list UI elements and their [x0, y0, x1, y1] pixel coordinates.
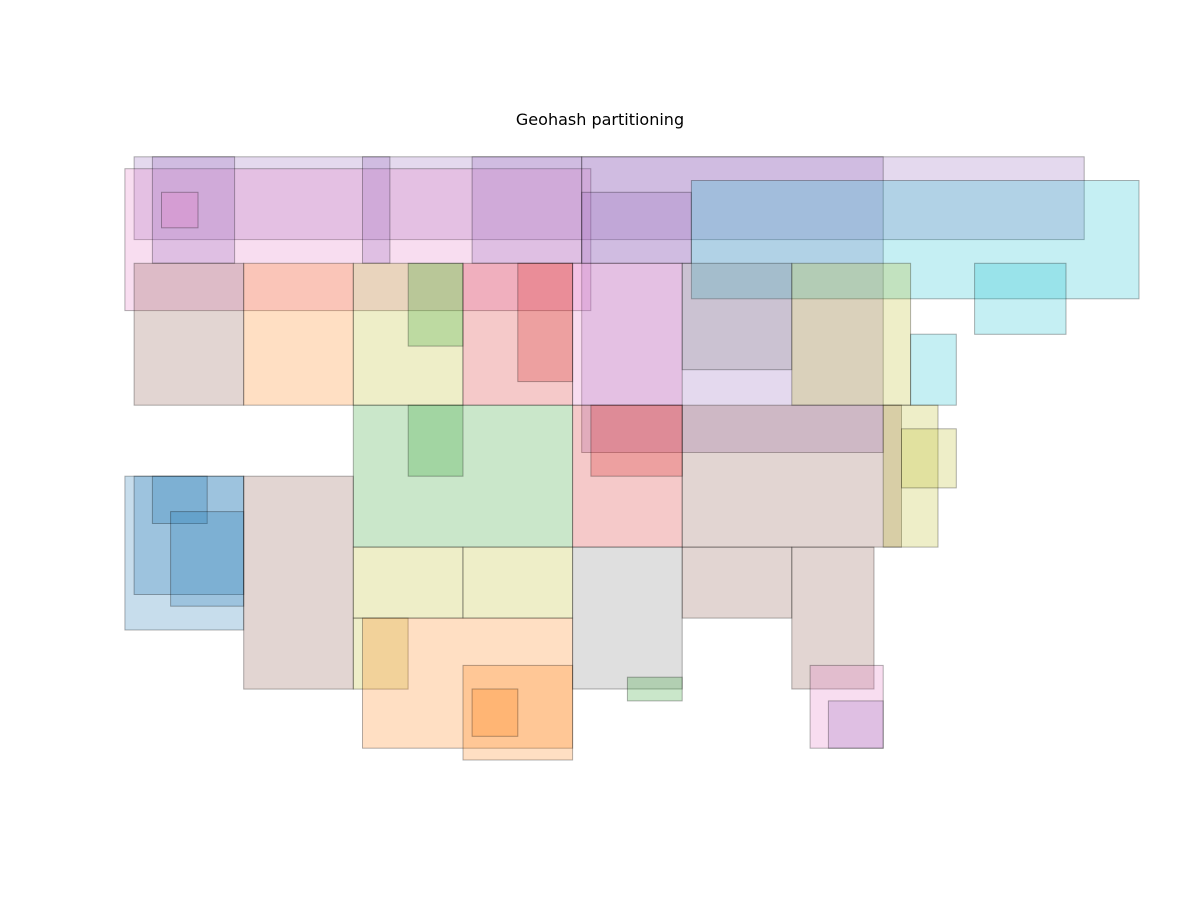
- geohash-cell: [974, 262, 1067, 335]
- geohash-cell: [462, 664, 574, 761]
- geohash-cell: [243, 262, 354, 406]
- geohash-cell: [517, 262, 574, 383]
- geohash-cell: [827, 700, 884, 749]
- geohash-cell: [133, 475, 245, 596]
- geohash-cell: [471, 688, 519, 737]
- geohash-cell: [151, 475, 208, 525]
- geohash-cell: [124, 475, 245, 631]
- geohash-cell: [352, 546, 464, 619]
- geohash-cell: [471, 156, 583, 264]
- geohash-cell: [243, 475, 354, 690]
- geohash-cell: [462, 546, 574, 619]
- geohash-cell: [572, 262, 683, 406]
- geohash-cell: [352, 262, 464, 406]
- geohash-cell: [352, 404, 574, 548]
- geohash-cell: [901, 428, 957, 489]
- geohash-cell: [581, 156, 884, 454]
- geohash-cell: [882, 404, 939, 548]
- geohash-boxes: [124, 156, 1140, 761]
- geohash-cell: [590, 404, 683, 477]
- geohash-cell: [809, 664, 884, 749]
- geohash-cell: [626, 676, 683, 702]
- geohash-cell: [572, 546, 683, 690]
- geohash-cell: [133, 262, 245, 406]
- geohash-cell: [362, 617, 574, 749]
- geohash-cell: [572, 404, 683, 548]
- geohash-cell: [407, 262, 464, 347]
- geohash-cell: [791, 546, 875, 690]
- geohash-cell: [133, 156, 1085, 241]
- geohash-cell: [690, 180, 1140, 300]
- geohash-cell: [581, 191, 692, 264]
- geohash-cell: [352, 617, 409, 690]
- geohash-cell: [124, 168, 592, 312]
- geohash-cell: [407, 404, 464, 477]
- geohash-cell: [362, 156, 391, 264]
- geohash-cell: [681, 546, 793, 619]
- geohash-cell: [681, 262, 793, 371]
- geohash-cell: [791, 262, 912, 406]
- geohash-cell: [462, 262, 574, 406]
- chart-title: Geohash partitioning: [515, 110, 685, 129]
- geohash-cell: [170, 511, 245, 607]
- geohash-cell: [151, 156, 236, 264]
- geohash-cell: [161, 191, 199, 229]
- geohash-cell: [910, 333, 957, 406]
- geohash-cell: [681, 404, 903, 548]
